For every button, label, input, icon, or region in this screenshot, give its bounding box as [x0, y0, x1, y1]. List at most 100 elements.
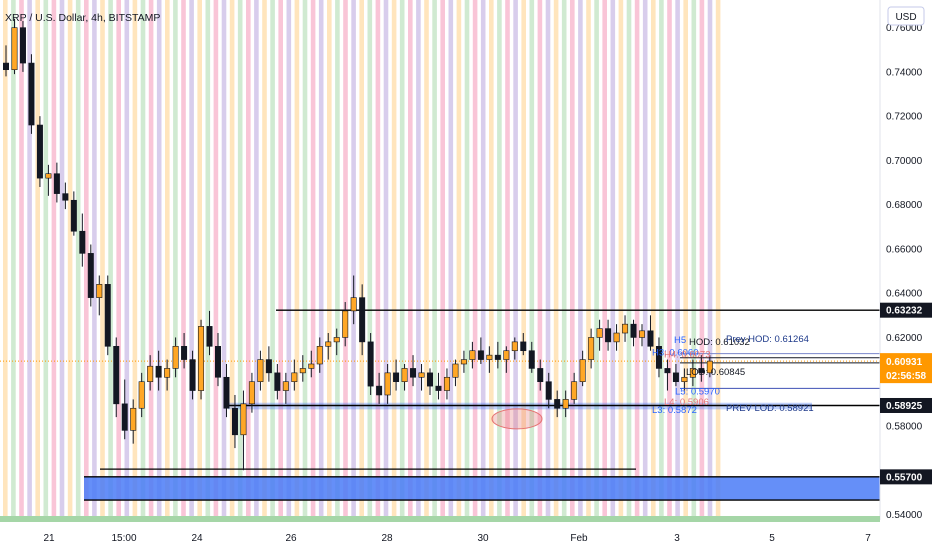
session-band [165, 0, 170, 516]
session-band [675, 0, 680, 516]
session-band [634, 0, 640, 516]
candle-body [426, 372, 433, 387]
candle-body [265, 359, 272, 374]
session-band [108, 0, 113, 516]
session-band [237, 0, 243, 516]
candle-body [299, 368, 306, 374]
candle-body [206, 326, 213, 347]
candle-body [579, 359, 586, 383]
y-tick-label: 0.64000 [886, 289, 923, 300]
candle-body [477, 350, 484, 360]
candle-body [622, 323, 629, 334]
x-tick-labels: 21 15:00 24 26 28 30 Feb 3 5 7 [43, 533, 871, 544]
session-band [318, 0, 324, 516]
candle-body [291, 372, 298, 383]
candle-body [11, 27, 18, 71]
candle-body [257, 359, 264, 383]
candle-body [359, 297, 366, 343]
currency-label: USD [895, 12, 916, 23]
y-tick-label: 0.76000 [886, 23, 923, 34]
session-band [416, 0, 421, 516]
candle-body [647, 330, 654, 347]
h5-label: H5 [674, 335, 686, 346]
session-band [424, 0, 429, 516]
candle-body [223, 376, 230, 409]
x-tick-label: 30 [477, 533, 489, 544]
session-band [19, 0, 24, 516]
session-bands [3, 0, 721, 516]
candle-body [113, 345, 120, 405]
candle-body [164, 368, 171, 378]
session-band [399, 0, 405, 516]
session-band [432, 0, 437, 516]
h3-label: H3: 0.6060 [652, 348, 698, 359]
candle-body [138, 381, 145, 409]
session-band [84, 0, 89, 516]
session-band [262, 0, 267, 516]
session-band [246, 0, 251, 516]
y-tick-label: 0.58000 [886, 421, 923, 432]
session-band [286, 0, 292, 516]
session-band [699, 0, 705, 516]
candle-body [198, 326, 205, 391]
candle-body [689, 368, 696, 378]
session-band [610, 0, 616, 516]
candle-body [452, 363, 459, 378]
candle-body [443, 376, 450, 391]
session-band [408, 0, 413, 516]
candle-body [325, 341, 332, 347]
candle-body [130, 407, 137, 431]
candle-body [393, 372, 400, 383]
price-tags: 0.63232 0.58925 0.55700 0.60931 02:56:58 [880, 302, 932, 485]
candle-body [655, 345, 662, 369]
session-band [537, 0, 543, 516]
countdown-label: 02:56:58 [886, 371, 926, 382]
candle-body [28, 62, 35, 126]
session-band [626, 0, 632, 516]
candle-body [19, 27, 26, 64]
session-band [11, 0, 16, 516]
session-band [448, 0, 454, 516]
candle-body [562, 399, 569, 409]
session-band [156, 0, 162, 516]
session-band [221, 0, 227, 516]
session-band [464, 0, 470, 516]
y-tick-label: 0.62000 [886, 333, 923, 344]
session-band [351, 0, 356, 516]
lod-label: LOD: 0.60845 [686, 367, 745, 378]
session-band [3, 0, 8, 516]
candle-body [613, 332, 620, 343]
candle-body [418, 372, 425, 378]
price-tag-support: 0.58925 [886, 401, 923, 412]
l3-label: L3: 0.5872 [652, 405, 697, 416]
candle-body [588, 337, 595, 360]
candle-body [172, 345, 179, 369]
candle-body [596, 328, 603, 338]
session-band [75, 0, 81, 516]
session-band [667, 0, 672, 516]
candle-body [503, 350, 510, 360]
candle-body [248, 381, 255, 405]
session-band [570, 0, 575, 516]
session-band [651, 0, 656, 516]
candle-body [486, 354, 493, 360]
candle-body [672, 372, 679, 383]
session-band [553, 0, 559, 516]
candle-body [121, 403, 128, 431]
prev-lod-label: PREV LOD: 0.58921 [726, 403, 814, 414]
session-band [383, 0, 389, 516]
candle-body [36, 124, 43, 179]
candle-body [2, 62, 10, 71]
session-band [715, 0, 721, 516]
session-band [545, 0, 551, 516]
currency-button[interactable] [887, 6, 925, 26]
candle-body [469, 350, 476, 360]
session-band [327, 0, 332, 516]
candle-body [342, 310, 349, 338]
candle-body [62, 193, 69, 201]
candle-body [316, 345, 323, 365]
session-band [505, 0, 510, 516]
candle-body [384, 372, 391, 396]
candle-body [45, 173, 52, 179]
session-band [521, 0, 526, 516]
